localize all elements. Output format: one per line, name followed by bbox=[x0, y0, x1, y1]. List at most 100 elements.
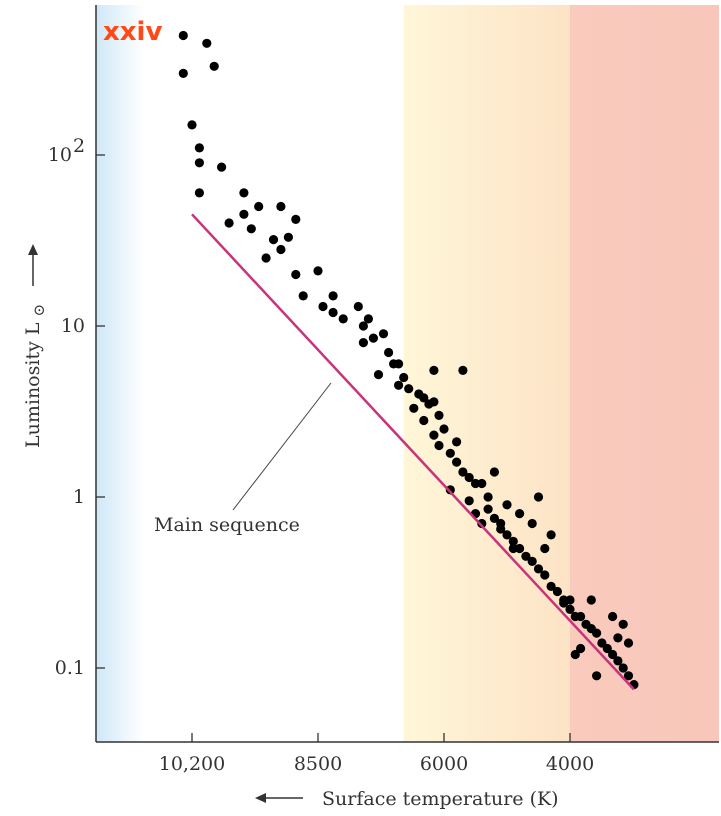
star-point bbox=[586, 595, 596, 605]
star-point bbox=[358, 321, 368, 331]
star-point bbox=[489, 467, 499, 477]
x-axis-arrow-head bbox=[255, 793, 266, 803]
star-point bbox=[502, 530, 512, 540]
star-point bbox=[429, 430, 439, 440]
star-point bbox=[464, 472, 474, 483]
star-point bbox=[378, 329, 389, 339]
star-point bbox=[434, 440, 444, 451]
star-point bbox=[291, 269, 301, 280]
star-point bbox=[291, 214, 301, 224]
star-point bbox=[570, 649, 580, 660]
star-point bbox=[178, 68, 188, 78]
star-point bbox=[508, 543, 518, 554]
temperature-band bbox=[570, 5, 719, 742]
star-point bbox=[608, 611, 618, 622]
star-point bbox=[328, 291, 338, 301]
star-point bbox=[496, 524, 506, 534]
star-point bbox=[502, 500, 512, 510]
x-axis-title: Surface temperature (K) bbox=[322, 788, 559, 810]
main-sequence-line bbox=[191, 213, 635, 691]
star-point bbox=[276, 244, 286, 255]
star-point bbox=[546, 581, 556, 592]
star-point bbox=[527, 518, 537, 529]
star-point bbox=[419, 393, 429, 403]
star-point bbox=[404, 384, 414, 394]
star-point bbox=[363, 314, 373, 324]
star-point bbox=[618, 619, 628, 629]
star-point bbox=[608, 649, 618, 660]
y-axis-title-text: Luminosity L bbox=[22, 322, 44, 448]
star-point bbox=[527, 556, 537, 567]
y-tick-label: 0.1 bbox=[55, 657, 85, 679]
star-point bbox=[540, 570, 550, 580]
star-point bbox=[217, 162, 227, 172]
star-point bbox=[338, 314, 348, 324]
star-point bbox=[477, 518, 487, 529]
axes bbox=[95, 5, 719, 743]
star-point bbox=[602, 643, 612, 654]
star-point bbox=[239, 209, 249, 219]
star-point bbox=[533, 564, 544, 574]
star-point bbox=[458, 365, 468, 375]
star-point bbox=[521, 551, 531, 561]
star-point bbox=[298, 291, 308, 301]
star-point bbox=[515, 508, 525, 519]
temperature-band bbox=[403, 5, 570, 742]
star-point bbox=[283, 232, 293, 242]
star-point bbox=[399, 372, 409, 383]
star-point bbox=[576, 611, 586, 622]
star-point bbox=[353, 301, 363, 312]
x-axis-title-group: Surface temperature (K) bbox=[255, 788, 559, 810]
temperature-band bbox=[96, 5, 144, 742]
star-point bbox=[445, 485, 455, 495]
star-point bbox=[434, 410, 444, 420]
star-point bbox=[470, 478, 481, 489]
star-point bbox=[246, 224, 256, 234]
star-point bbox=[384, 347, 394, 358]
star-point bbox=[389, 359, 399, 369]
main-sequence-pointer bbox=[232, 382, 332, 511]
star-point bbox=[209, 61, 219, 71]
star-point bbox=[268, 235, 279, 245]
star-point bbox=[483, 492, 493, 502]
star-point bbox=[254, 201, 264, 212]
star-point bbox=[394, 380, 404, 390]
star-point bbox=[613, 633, 623, 643]
star-point bbox=[623, 671, 634, 681]
star-point bbox=[489, 513, 499, 524]
star-point bbox=[429, 365, 439, 375]
star-point bbox=[445, 448, 455, 458]
star-point bbox=[565, 595, 575, 605]
star-point bbox=[409, 403, 419, 413]
page-badge: xxiv bbox=[103, 17, 162, 47]
star-point bbox=[373, 370, 384, 380]
star-point bbox=[194, 143, 204, 153]
star-point bbox=[202, 38, 212, 48]
star-point bbox=[623, 638, 634, 648]
star-point bbox=[592, 628, 602, 638]
star-point bbox=[483, 504, 493, 514]
y-tick-label: 10 bbox=[61, 315, 85, 337]
y-axis-title-symbol: ⊙ bbox=[30, 304, 48, 317]
star-point bbox=[261, 253, 271, 263]
y-axis-title-group: Luminosity L ⊙ bbox=[22, 244, 48, 448]
star-point bbox=[224, 218, 234, 228]
star-point bbox=[477, 478, 487, 489]
star-point bbox=[540, 543, 550, 554]
star-points bbox=[178, 30, 639, 690]
star-point bbox=[439, 424, 449, 434]
star-point bbox=[419, 415, 429, 426]
temperature-bands bbox=[96, 5, 719, 742]
star-point bbox=[368, 333, 378, 343]
star-point bbox=[546, 530, 556, 540]
star-point bbox=[318, 301, 328, 312]
star-point bbox=[458, 467, 468, 477]
star-point bbox=[452, 457, 462, 467]
star-point bbox=[552, 586, 563, 597]
star-point bbox=[187, 120, 197, 130]
y-axis-arrow-head bbox=[28, 244, 38, 255]
x-tick-label: 8500 bbox=[294, 753, 342, 775]
x-axis-ticks: 10,200 8500 6000 4000 bbox=[159, 733, 594, 775]
